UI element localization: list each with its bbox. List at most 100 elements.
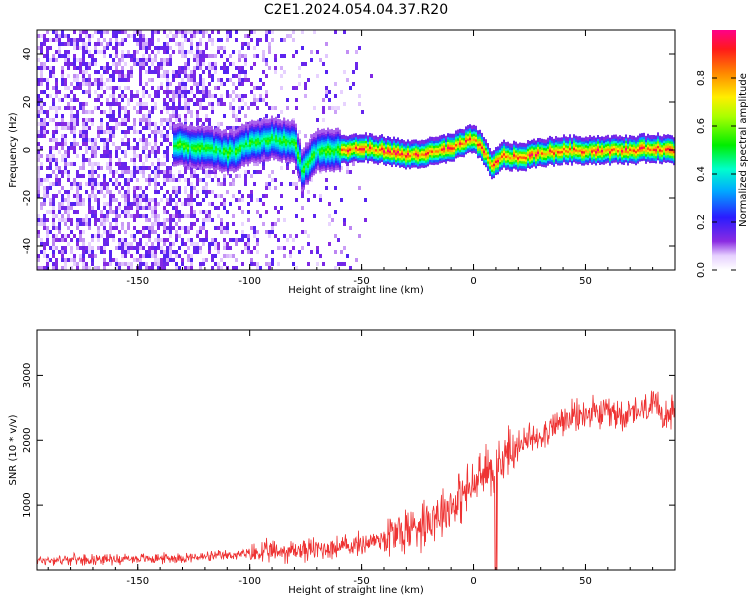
spectrogram-ridge-cell: [335, 137, 337, 142]
spectrogram-cell: [199, 178, 202, 182]
spectrogram-cell: [139, 258, 142, 262]
spectrogram-cell: [82, 62, 85, 66]
spectrogram-ridge-cell: [309, 172, 311, 177]
spectrogram-ridge-cell: [497, 158, 499, 163]
spectrogram-cell: [136, 38, 139, 42]
spectrogram-cell: [109, 162, 112, 166]
spectrogram-ridge-cell: [383, 143, 385, 148]
spectrogram-ridge-cell: [217, 163, 219, 168]
spectrogram-ridge-cell: [295, 159, 297, 164]
spectrogram-ridge-cell: [433, 146, 435, 151]
spectrogram-ridge-cell: [283, 146, 285, 151]
spectrogram-ridge-cell: [179, 153, 181, 158]
spectrogram-cell: [82, 158, 85, 162]
spectrogram-ridge-cell: [299, 165, 301, 170]
spectrogram-ridge-cell: [249, 123, 251, 128]
spectrogram-cell: [292, 238, 295, 242]
spectrogram-ridge-cell: [259, 159, 261, 164]
spectrogram-ridge-cell: [461, 143, 463, 148]
spectrogram-ridge-cell: [279, 157, 281, 162]
spectrogram-cell: [142, 42, 145, 46]
spectrogram-ridge-cell: [189, 160, 191, 165]
spectrogram-ridge-cell: [249, 142, 251, 147]
spectrogram-cell: [214, 54, 217, 58]
spectrogram-ridge-cell: [203, 165, 205, 170]
spectrogram-ridge-cell: [219, 131, 221, 136]
spectrogram-ridge-cell: [263, 119, 265, 124]
spectrogram-ridge-cell: [495, 159, 497, 164]
spectrogram-ridge-cell: [435, 151, 437, 156]
spectrogram-ridge-cell: [359, 153, 361, 158]
spectrogram-ridge-cell: [207, 135, 209, 140]
spectrogram-ridge-cell: [443, 143, 445, 148]
spectrogram-cell: [130, 74, 133, 78]
spectrogram-cell: [127, 206, 130, 210]
spectrogram-cell: [205, 46, 208, 50]
spectrogram-cell: [112, 170, 115, 174]
spectrogram-cell: [55, 30, 58, 34]
spectrogram-cell: [166, 58, 169, 62]
spectrogram-ridge-cell: [319, 129, 321, 134]
spectrogram-ridge-cell: [395, 162, 397, 167]
spectrogram-cell: [148, 254, 151, 258]
spectrogram-cell: [79, 58, 82, 62]
spectrogram-cell: [151, 110, 154, 114]
spectrogram-cell: [100, 110, 103, 114]
spectrogram-cell: [271, 250, 274, 254]
spectrogram-cell: [133, 246, 136, 250]
spectrogram-cell: [52, 106, 55, 110]
spectrogram-ridge-cell: [435, 148, 437, 153]
spectrogram-cell: [46, 130, 49, 134]
spectrogram-cell: [358, 186, 361, 190]
spectrogram-ridge-cell: [355, 133, 357, 138]
spectrogram-cell: [97, 50, 100, 54]
spectrogram-ridge-cell: [281, 156, 283, 161]
spectrogram-cell: [106, 238, 109, 242]
spectrogram-ridge-cell: [467, 146, 469, 151]
spectrogram-cell: [220, 182, 223, 186]
spectrogram-cell: [217, 78, 220, 82]
spectrogram-cell: [142, 226, 145, 230]
spectrogram-ridge-cell: [221, 157, 223, 162]
spectrogram-cell: [85, 126, 88, 130]
spectrogram-cell: [157, 218, 160, 222]
spectrogram-ridge-cell: [215, 137, 217, 142]
spectrogram-cell: [118, 58, 121, 62]
spectrogram-ridge-cell: [293, 144, 295, 149]
spectrogram-cell: [43, 62, 46, 66]
spectrogram-ridge-cell: [503, 161, 505, 166]
spectrogram-ridge-cell: [453, 133, 455, 138]
spectrogram-ridge-cell: [393, 153, 395, 158]
spectrogram-ridge-cell: [379, 147, 381, 152]
spectrogram-cell: [94, 162, 97, 166]
spectrogram-cell: [40, 178, 43, 182]
spectrogram-cell: [100, 34, 103, 38]
spectrogram-cell: [163, 238, 166, 242]
spectrogram-ridge-cell: [495, 147, 497, 152]
spectrogram-ridge-cell: [339, 144, 341, 149]
spectrogram-ridge-cell: [481, 149, 483, 154]
spectrogram-ridge-cell: [193, 126, 195, 131]
spectrogram-cell: [37, 186, 40, 190]
spectrogram-ridge-cell: [349, 146, 351, 151]
spectrogram-ridge-cell: [359, 134, 361, 139]
spectrogram-ridge-cell: [227, 161, 229, 166]
spectrogram-cell: [196, 234, 199, 238]
spectrogram-ridge-cell: [339, 136, 341, 141]
spectrogram-ridge-cell: [497, 148, 499, 153]
spectrogram-ridge-cell: [343, 158, 345, 163]
spectrogram-ridge-cell: [469, 133, 471, 138]
spectrogram-ridge-cell: [189, 146, 191, 151]
spectrogram-ridge-cell: [299, 145, 301, 150]
spectrogram-cell: [130, 70, 133, 74]
spectrogram-ridge-cell: [193, 131, 195, 136]
spectrogram-cell: [199, 66, 202, 70]
spectrogram-ridge-cell: [237, 145, 239, 150]
spectrogram-ridge-cell: [503, 146, 505, 151]
spectrogram-ridge-cell: [443, 153, 445, 158]
spectrogram-cell: [160, 266, 163, 270]
spectrogram-cell: [109, 54, 112, 58]
spectrogram-cell: [103, 146, 106, 150]
spectrogram-cell: [178, 246, 181, 250]
spectrogram-ridge-cell: [247, 145, 249, 150]
